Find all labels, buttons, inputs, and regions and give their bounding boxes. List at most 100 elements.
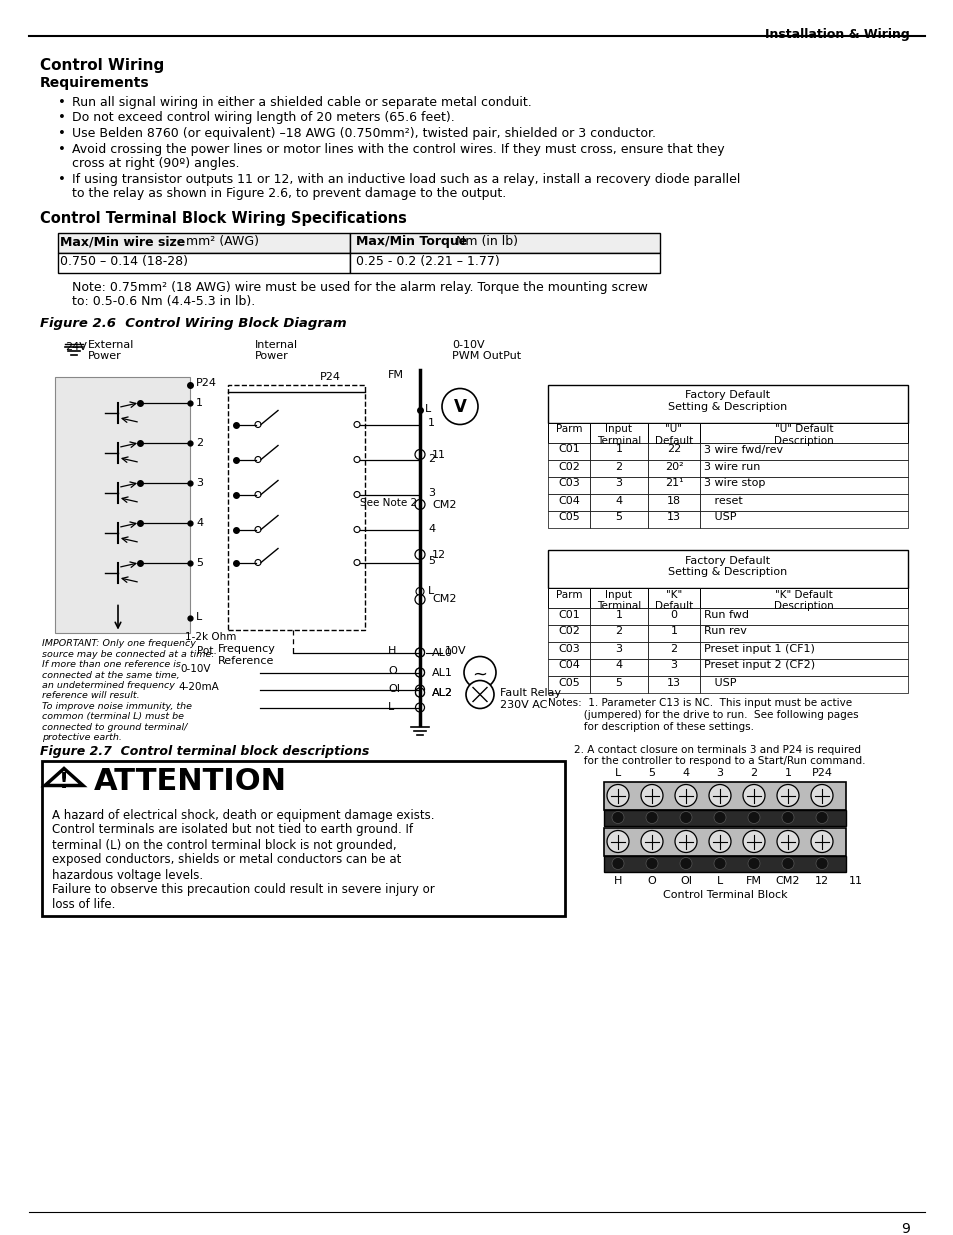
Circle shape <box>815 811 827 824</box>
Text: Frequency
Reference: Frequency Reference <box>218 645 275 666</box>
Text: P24: P24 <box>195 378 216 389</box>
Text: C02: C02 <box>558 462 579 472</box>
Text: to the relay as shown in Figure 2.6, to prevent damage to the output.: to the relay as shown in Figure 2.6, to … <box>71 186 506 200</box>
Text: 1: 1 <box>670 626 677 636</box>
Text: 24V: 24V <box>65 342 87 352</box>
Text: 2: 2 <box>750 768 757 778</box>
FancyBboxPatch shape <box>589 641 647 658</box>
Circle shape <box>416 668 424 677</box>
FancyBboxPatch shape <box>589 658 647 676</box>
FancyBboxPatch shape <box>700 658 907 676</box>
Circle shape <box>465 680 494 709</box>
Text: 0-10V
PWM OutPut: 0-10V PWM OutPut <box>452 340 520 361</box>
Text: Avoid crossing the power lines or motor lines with the control wires. If they mu: Avoid crossing the power lines or motor … <box>71 142 724 156</box>
Text: AL2: AL2 <box>432 688 453 698</box>
Text: •: • <box>58 96 66 109</box>
FancyBboxPatch shape <box>58 232 350 252</box>
Text: 20²: 20² <box>664 462 682 472</box>
Text: 13: 13 <box>666 678 680 688</box>
FancyBboxPatch shape <box>700 625 907 641</box>
FancyBboxPatch shape <box>547 676 589 693</box>
FancyBboxPatch shape <box>647 641 700 658</box>
FancyBboxPatch shape <box>547 477 589 494</box>
Text: 2: 2 <box>195 438 203 448</box>
Text: Fault Relay
230V AC: Fault Relay 230V AC <box>499 688 560 710</box>
Text: 11: 11 <box>848 876 862 885</box>
Text: reset: reset <box>703 495 742 505</box>
FancyBboxPatch shape <box>700 608 907 625</box>
FancyBboxPatch shape <box>647 459 700 477</box>
Text: •: • <box>58 111 66 125</box>
Text: 1: 1 <box>428 419 435 429</box>
FancyBboxPatch shape <box>350 232 659 252</box>
Text: A hazard of electrical shock, death or equipment damage exists.
Control terminal: A hazard of electrical shock, death or e… <box>52 809 435 911</box>
Circle shape <box>354 457 359 462</box>
FancyBboxPatch shape <box>603 827 845 856</box>
Circle shape <box>354 559 359 566</box>
FancyBboxPatch shape <box>700 442 907 459</box>
Text: O: O <box>388 667 396 677</box>
Circle shape <box>416 688 424 697</box>
Text: 0-10V: 0-10V <box>180 664 211 674</box>
Text: Input
Terminal: Input Terminal <box>597 589 640 611</box>
Text: •: • <box>58 173 66 185</box>
Circle shape <box>415 499 424 510</box>
Text: Control Terminal Block: Control Terminal Block <box>662 889 786 899</box>
FancyBboxPatch shape <box>700 459 907 477</box>
Text: Max/Min wire size: Max/Min wire size <box>60 236 185 248</box>
Text: 3 wire run: 3 wire run <box>703 462 760 472</box>
FancyBboxPatch shape <box>547 608 589 625</box>
Circle shape <box>747 857 760 869</box>
Circle shape <box>415 550 424 559</box>
Circle shape <box>612 811 623 824</box>
Text: Figure 2.7  Control terminal block descriptions: Figure 2.7 Control terminal block descri… <box>40 745 369 757</box>
Circle shape <box>645 811 658 824</box>
FancyBboxPatch shape <box>589 459 647 477</box>
FancyBboxPatch shape <box>58 252 350 273</box>
Circle shape <box>415 594 424 604</box>
Text: "U"
Default: "U" Default <box>654 425 693 446</box>
Text: 1-2k Ohm: 1-2k Ohm <box>185 632 236 642</box>
Circle shape <box>416 688 424 697</box>
FancyBboxPatch shape <box>547 658 589 676</box>
FancyBboxPatch shape <box>547 641 589 658</box>
Circle shape <box>640 830 662 852</box>
FancyBboxPatch shape <box>603 856 845 872</box>
Text: 4: 4 <box>615 495 622 505</box>
Text: 3: 3 <box>195 478 203 489</box>
Text: 4: 4 <box>195 519 203 529</box>
Circle shape <box>254 559 261 566</box>
FancyBboxPatch shape <box>700 477 907 494</box>
FancyBboxPatch shape <box>547 384 907 422</box>
Text: L: L <box>388 701 394 711</box>
Text: •: • <box>58 127 66 140</box>
Circle shape <box>606 830 628 852</box>
Circle shape <box>463 657 496 688</box>
Text: C03: C03 <box>558 478 579 489</box>
Circle shape <box>675 784 697 806</box>
Text: •: • <box>58 142 66 156</box>
FancyBboxPatch shape <box>547 459 589 477</box>
Text: Parm: Parm <box>556 425 581 435</box>
Text: If using transistor outputs 11 or 12, with an inductive load such as a relay, in: If using transistor outputs 11 or 12, wi… <box>71 173 740 185</box>
Text: L: L <box>615 768 620 778</box>
Circle shape <box>415 450 424 459</box>
Circle shape <box>815 857 827 869</box>
Text: L: L <box>428 587 434 597</box>
Text: Preset input 1 (CF1): Preset input 1 (CF1) <box>703 643 814 653</box>
FancyBboxPatch shape <box>547 510 589 527</box>
Text: "K" Default
Description: "K" Default Description <box>773 589 833 611</box>
Circle shape <box>747 811 760 824</box>
Text: 5: 5 <box>615 513 622 522</box>
Text: O: O <box>647 876 656 885</box>
Text: cross at right (90º) angles.: cross at right (90º) angles. <box>71 157 239 170</box>
Circle shape <box>416 703 424 713</box>
Text: 2: 2 <box>670 643 677 653</box>
FancyBboxPatch shape <box>589 494 647 510</box>
FancyBboxPatch shape <box>589 588 647 608</box>
Text: C05: C05 <box>558 513 579 522</box>
Text: Figure 2.6  Control Wiring Block Diagram: Figure 2.6 Control Wiring Block Diagram <box>40 316 346 330</box>
Text: C01: C01 <box>558 445 579 454</box>
Text: L: L <box>195 613 202 622</box>
FancyBboxPatch shape <box>547 550 907 588</box>
